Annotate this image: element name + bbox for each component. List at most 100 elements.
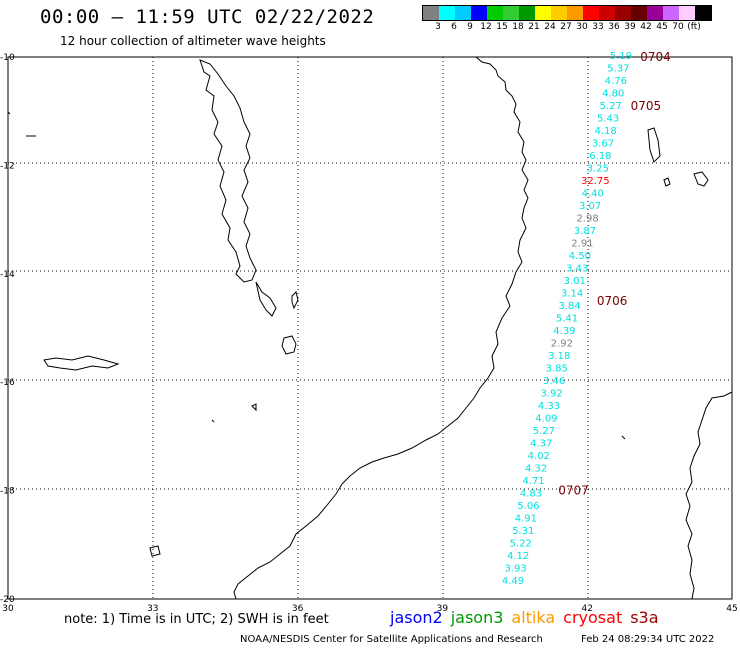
pass-id-label: 0704: [640, 50, 671, 64]
swh-value: 2.98: [576, 214, 598, 225]
swh-value: 2.92: [551, 339, 573, 350]
swh-value: 3.43: [566, 264, 588, 275]
swh-value: 4.50: [569, 251, 591, 262]
legend-swatch: [423, 6, 439, 20]
legend-label: 36: [608, 22, 620, 32]
longitude-label: 33: [147, 604, 158, 614]
legend-swatch: [439, 6, 455, 20]
swh-value: 3.84: [558, 301, 580, 312]
legend-swatch: [551, 6, 567, 20]
legend-label: 21: [528, 22, 540, 32]
legend-label: 30: [576, 22, 588, 32]
longitude-labels: 30 33 36 39 42 45: [2, 604, 737, 614]
legend-swatch: [599, 6, 615, 20]
swh-value: 5.43: [597, 114, 619, 125]
legend-swatch: [679, 6, 695, 20]
lake-mark-5: [621, 435, 626, 440]
satellite-legend: jason2 jason3 altika cryosat s3a: [390, 608, 667, 627]
latitude-label: -12: [0, 161, 15, 171]
swh-value: 4.18: [594, 126, 616, 137]
swh-value: 4.32: [525, 464, 547, 475]
swh-value: 6.18: [589, 151, 611, 162]
swh-value: 3.87: [574, 226, 596, 237]
legend-swatch: [647, 6, 663, 20]
footer-note: note: 1) Time is in UTC; 2) SWH is in fe…: [64, 612, 329, 627]
legend-swatch: [519, 6, 535, 20]
legend-swatch: [535, 6, 551, 20]
swh-value: 3.01: [564, 276, 586, 287]
legend-swatches: [422, 5, 712, 21]
legend-labels: 3 6 9 12 15 18 21 24 27 30 33 36 39 42 45 70 (ft): [422, 21, 712, 33]
swh-value: 4.40: [582, 189, 604, 200]
pass-id-label: 0707: [558, 484, 589, 498]
map-subtitle: 12 hour collection of altimeter wave hei…: [60, 34, 326, 48]
madagascar-coastline: [685, 391, 733, 600]
swh-value: 4.91: [515, 514, 537, 525]
lake-chilwa: [281, 335, 297, 355]
legend-label: 45: [656, 22, 668, 32]
swh-value: 4.39: [553, 326, 575, 337]
cahora-bassa: [43, 355, 120, 371]
legend-label: 12: [480, 22, 492, 32]
swh-value: 5.27: [533, 426, 555, 437]
pass-id-label: 0705: [631, 99, 662, 113]
legend-label: 6: [451, 22, 457, 32]
swh-value: 3.93: [504, 564, 526, 575]
legend-label: 9: [467, 22, 473, 32]
swh-value: 4.71: [522, 476, 544, 487]
swh-value: 32.75: [581, 176, 610, 187]
longitude-label: 39: [437, 604, 449, 614]
latitude-label: -20: [0, 595, 15, 605]
map-title: 00:00 – 11:59 UTC 02/22/2022: [40, 6, 375, 28]
swh-value: 3.67: [592, 139, 614, 150]
legend-swatch: [631, 6, 647, 20]
grande-comore: [647, 127, 661, 163]
swh-value: 5.19: [610, 51, 632, 62]
legend-label: 27: [560, 22, 572, 32]
satellite-name: jason2: [390, 608, 443, 627]
swh-value: 3.18: [548, 351, 570, 362]
swh-value: 4.33: [538, 401, 560, 412]
swh-value: 4.02: [528, 451, 550, 462]
pass-id-label: 0706: [597, 294, 628, 308]
african-coastline: [233, 56, 529, 600]
swh-value: 5.41: [556, 314, 578, 325]
pass-labels: 0704 0705 0706 0707: [558, 50, 671, 498]
latitude-label: -10: [0, 53, 15, 63]
swh-value: 4.76: [605, 76, 627, 87]
generation-timestamp: Feb 24 08:29:34 UTC 2022: [581, 634, 715, 645]
swh-value: 2.91: [571, 239, 593, 250]
lake-malawi: [199, 59, 257, 283]
lake-mark-6: [7, 111, 11, 115]
mayotte: [693, 171, 709, 187]
legend-label: 33: [592, 22, 604, 32]
swh-value: 3.25: [587, 164, 609, 175]
legend-swatch: [663, 6, 679, 20]
swh-value: 5.27: [600, 101, 622, 112]
legend-label: 24: [544, 22, 556, 32]
swh-value: 4.83: [520, 489, 542, 500]
legend-swatch: [567, 6, 583, 20]
swh-value: 3.46: [543, 376, 565, 387]
legend-label: (ft): [687, 22, 701, 32]
legend-label: 3: [435, 22, 441, 32]
swh-value: 3.07: [579, 201, 601, 212]
latitude-labels: -10 -12 -14 -16 -18 -20: [0, 53, 15, 605]
swh-value: 3.14: [561, 289, 583, 300]
graticule: [8, 57, 732, 599]
longitude-label: 30: [2, 604, 14, 614]
legend-swatch: [615, 6, 631, 20]
longitude-label: 45: [726, 604, 737, 614]
swh-value: 4.37: [530, 439, 552, 450]
lake-mark-4: [211, 419, 215, 423]
legend-swatch: [503, 6, 519, 20]
satellite-name: jason3: [450, 608, 504, 627]
swh-value: 5.37: [607, 64, 629, 75]
swh-value: 3.85: [546, 364, 568, 375]
swh-value: 5.22: [510, 539, 532, 550]
legend-swatch: [695, 6, 711, 20]
legend-swatch: [583, 6, 599, 20]
swh-value: 4.49: [502, 576, 524, 587]
coastlines: [7, 56, 733, 600]
